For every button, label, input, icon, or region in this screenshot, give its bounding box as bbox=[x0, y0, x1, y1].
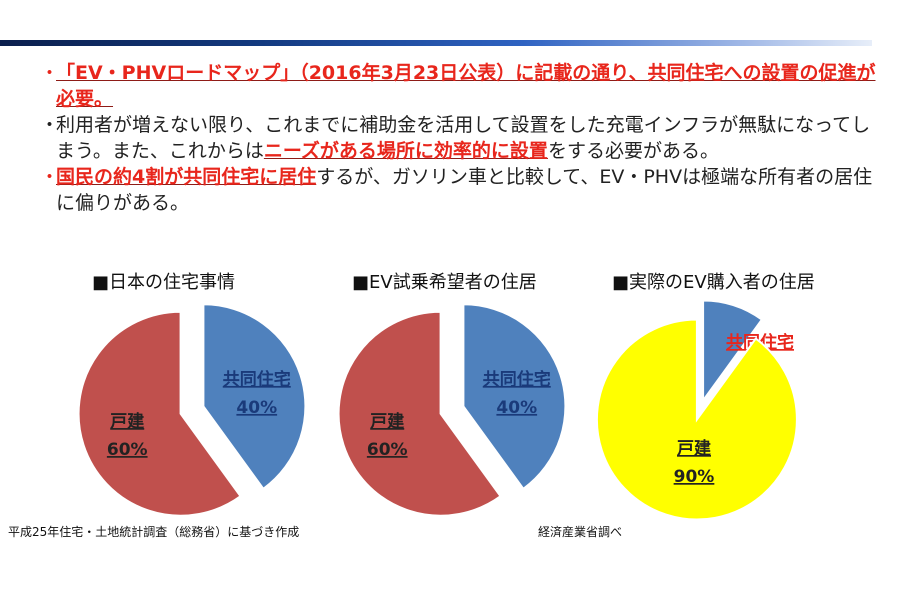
pie-2-slice-1 bbox=[595, 318, 798, 521]
header-accent-bar bbox=[0, 40, 872, 46]
pie-1-slice-0-value: 40% bbox=[496, 398, 537, 418]
bullet-roadmap: ・ 「EV・PHVロードマップ」（2016年3月23日公表）に記載の通り、共同住… bbox=[38, 60, 888, 112]
pie-0-slice-0-value: 40% bbox=[236, 398, 277, 418]
pie-0-slice-1-label: 戸建 bbox=[110, 411, 144, 432]
bullet-infrastructure-text: 利用者が増えない限り、これまでに補助金を活用して設置をした充電インフラが無駄にな… bbox=[56, 114, 871, 162]
bullet-infrastructure: ・ 利用者が増えない限り、これまでに補助金を活用して設置をした充電インフラが無駄… bbox=[38, 112, 888, 164]
source-note-left: 平成25年住宅・土地統計調査（総務省）に基づき作成 bbox=[8, 525, 300, 539]
pie-1-slice-1 bbox=[337, 310, 502, 517]
pie-0-slice-1-value: 60% bbox=[107, 440, 148, 460]
bullet-dot: ・ bbox=[40, 166, 60, 188]
pie-1-slice-1-label: 戸建 bbox=[370, 411, 404, 432]
bullet-dot: ・ bbox=[40, 62, 60, 84]
bullet-infrastructure-tail: をする必要がある。 bbox=[547, 140, 719, 162]
pie-2-slice-1-value: 90% bbox=[674, 467, 715, 487]
bullet-residence-highlight: 国民の約4割が共同住宅に居住 bbox=[56, 166, 317, 188]
pie-2-slice-0 bbox=[702, 299, 764, 404]
pie-0-slice-0-label: 共同住宅 bbox=[223, 369, 291, 390]
pie-2-slice-1-label: 戸建 bbox=[677, 438, 711, 459]
pie-0-slice-0 bbox=[202, 303, 307, 491]
pie-1-slice-0-label: 共同住宅 bbox=[483, 369, 551, 390]
pie-1-slice-1-value: 60% bbox=[367, 440, 408, 460]
source-note-right: 経済産業省調べ bbox=[538, 525, 623, 539]
pie-title-ev-buyers: ■実際のEV購入者の住居 bbox=[612, 272, 815, 293]
pie-title-japan-housing: ■日本の住宅事情 bbox=[92, 272, 236, 293]
pie-1-slice-0 bbox=[462, 303, 567, 491]
bullet-residence: ・ 国民の約4割が共同住宅に居住するが、ガソリン車と比較して、EV・PHVは極端… bbox=[38, 164, 888, 216]
bullet-dot: ・ bbox=[40, 114, 60, 136]
bullet-residence-text: するが、ガソリン車と比較して、EV・PHVは極端な所有者の居住に偏りがある。 bbox=[56, 166, 873, 214]
bullet-list: ・ 「EV・PHVロードマップ」（2016年3月23日公表）に記載の通り、共同住… bbox=[38, 60, 888, 216]
bullet-infrastructure-highlight: ニーズがある場所に効率的に設置 bbox=[263, 140, 548, 162]
bullet-roadmap-text: 「EV・PHVロードマップ」（2016年3月23日公表）に記載の通り、共同住宅へ… bbox=[56, 62, 876, 110]
pie-title-ev-test-drive: ■EV試乗希望者の住居 bbox=[352, 272, 537, 293]
pie-0-slice-1 bbox=[77, 310, 242, 517]
